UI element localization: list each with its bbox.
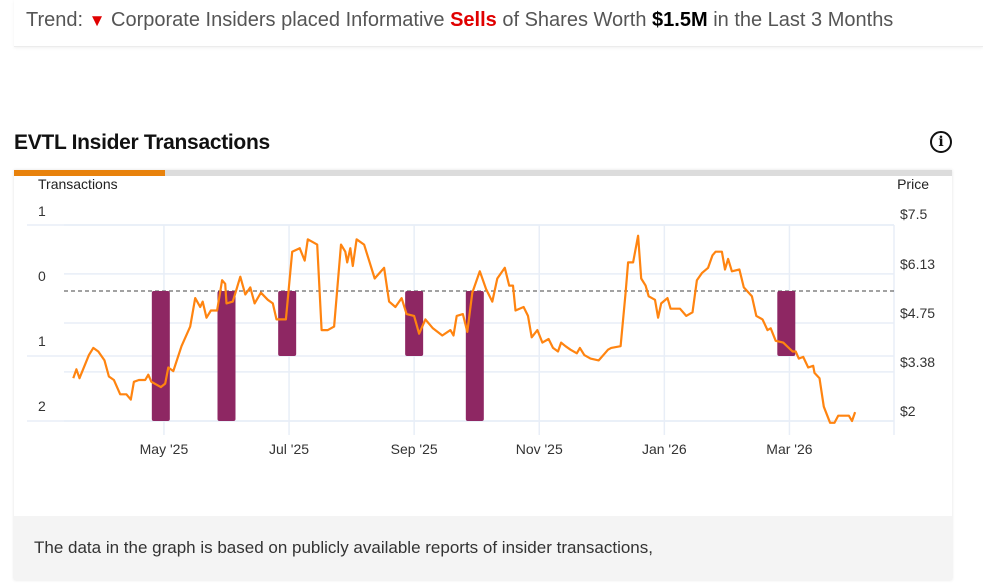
x-tick-label: Nov '25 [516, 441, 563, 457]
sell-bar [465, 291, 484, 421]
left-tick-label: 1 [38, 333, 46, 349]
sell-bar [777, 291, 796, 356]
trend-text: Trend: ▼ Corporate Insiders placed Infor… [26, 9, 893, 32]
trend-text-3: in the Last 3 Months [713, 9, 894, 31]
left-axis-title: Transactions [38, 176, 118, 192]
right-axis-title: Price [897, 176, 929, 192]
trend-amount: $1.5M [652, 9, 708, 31]
trend-banner: Trend: ▼ Corporate Insiders placed Infor… [14, 0, 983, 47]
left-tick-label: 2 [38, 398, 46, 414]
left-tick-label: 0 [38, 268, 46, 284]
sell-bar [217, 291, 236, 421]
tab-bar [14, 170, 952, 176]
x-tick-label: Jul '25 [269, 441, 309, 457]
trend-prefix: Trend: [26, 9, 84, 31]
x-tick-label: May '25 [140, 441, 189, 457]
footer-note: The data in the graph is based on public… [14, 516, 952, 580]
footer-text: The data in the graph is based on public… [34, 538, 653, 557]
right-tick-label: $6.13 [900, 256, 935, 272]
tab-active-indicator[interactable] [14, 170, 165, 176]
sell-bar [405, 291, 424, 356]
right-tick-label: $3.38 [900, 354, 935, 370]
sell-bar [151, 291, 170, 421]
x-tick-label: Jan '26 [642, 441, 687, 457]
trend-text-1: Corporate Insiders placed Informative [111, 9, 445, 31]
trend-text-2: of Shares Worth [502, 9, 647, 31]
x-tick-label: Sep '25 [391, 441, 438, 457]
triangle-down-icon: ▼ [88, 11, 106, 30]
right-tick-label: $2 [900, 403, 916, 419]
sell-bar [278, 291, 297, 356]
info-icon[interactable]: i [930, 131, 952, 153]
section-title: EVTL Insider Transactions [14, 131, 270, 154]
trend-highlight: Sells [450, 9, 497, 31]
chart-card: Transactions Price 1 0 1 2 $7.5 $6.13 $4.75 $3.38… [14, 170, 952, 580]
left-tick-label: 1 [38, 203, 46, 219]
insider-transactions-chart: Transactions Price 1 0 1 2 $7.5 $6.13 $4.75 $3.38… [27, 176, 935, 457]
price-line [72, 234, 857, 424]
right-tick-label: $7.5 [900, 206, 927, 222]
x-tick-label: Mar '26 [766, 441, 812, 457]
right-tick-label: $4.75 [900, 305, 935, 321]
